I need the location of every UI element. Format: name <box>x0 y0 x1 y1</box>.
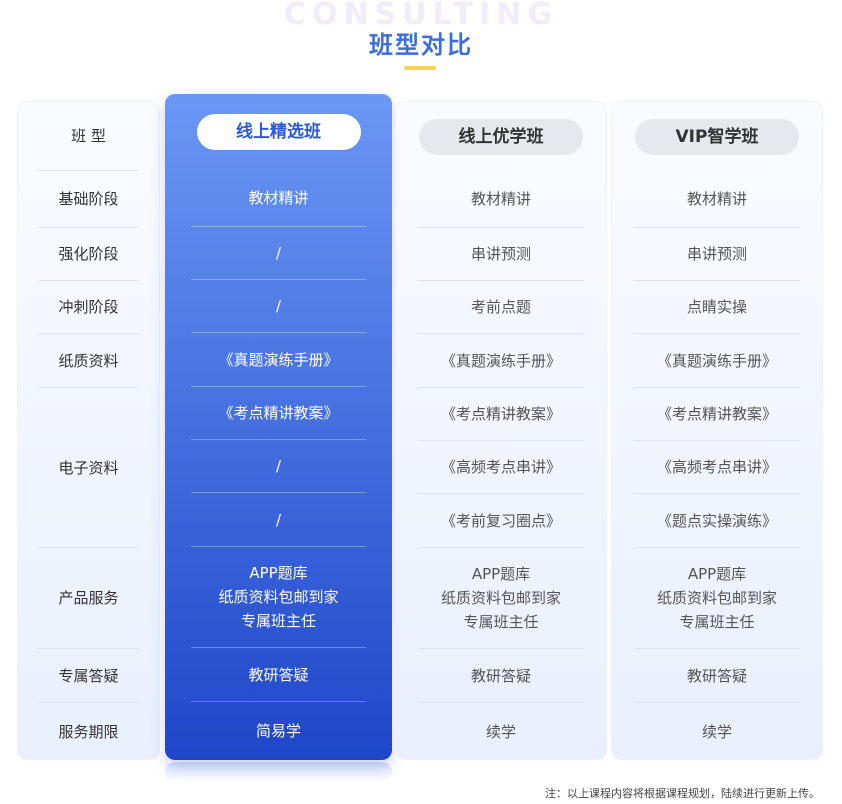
label-sprint: 冲刺阶段 <box>38 281 139 334</box>
cell-electronic-3: / <box>191 493 366 547</box>
cell-qa: 教研答疑 <box>634 649 800 703</box>
selected-column-reflection <box>165 762 392 782</box>
service-app: APP题库 <box>687 565 747 583</box>
cell-electronic-3: 《考前复习圈点》 <box>418 494 584 548</box>
service-teacher: 专属班主任 <box>463 613 539 631</box>
footnote: 注：以上课程内容将根据课程规划，陆续进行更新上传。 <box>545 787 820 800</box>
cell-paper: 《真题演练手册》 <box>418 334 584 388</box>
cell-qa: 教研答疑 <box>418 649 584 703</box>
label-paper: 纸质资料 <box>38 334 139 388</box>
header-cell: 线上精选班 <box>191 94 366 170</box>
service-mail: 纸质资料包邮到家 <box>218 588 339 606</box>
cell-term: 续学 <box>485 722 516 741</box>
cell-service: APP题库纸质资料包邮到家 专属班主任 <box>418 548 584 649</box>
class-name-pill[interactable]: VIP智学班 <box>635 118 799 155</box>
cell-sprint: 点睛实操 <box>634 281 800 334</box>
cell-electronic-1: 《考点精讲教案》 <box>418 388 584 441</box>
cell-sprint: 考前点题 <box>418 281 584 334</box>
label-service: 产品服务 <box>38 548 139 649</box>
cell-service: APP题库纸质资料包邮到家 专属班主任 <box>191 547 366 648</box>
service-app: APP题库 <box>249 564 308 582</box>
class-name-pill[interactable]: 线上优学班 <box>419 118 583 155</box>
class-name-pill[interactable]: 线上精选班 <box>196 114 361 150</box>
cell-qa: 教研答疑 <box>191 648 366 702</box>
cell-electronic-2: 《高频考点串讲》 <box>418 441 584 494</box>
cell-strengthen: 串讲预测 <box>634 228 800 281</box>
column-online-select[interactable]: 线上精选班 教材精讲 / / 《真题演练手册》 《考点精讲教案》 / / APP… <box>165 94 392 760</box>
cell-term: 简易学 <box>255 722 301 740</box>
cell-sprint: / <box>191 280 366 333</box>
cell-service: APP题库纸质资料包邮到家 专属班主任 <box>634 548 800 649</box>
label-column: 班 型 基础阶段 强化阶段 冲刺阶段 纸质资料 电子资料 产品服务 专属答疑 服… <box>17 101 160 760</box>
cell-paper: 《真题演练手册》 <box>191 333 366 387</box>
title-underline <box>404 66 436 70</box>
header-cell: 线上优学班 <box>418 102 584 171</box>
cell-term: 续学 <box>701 722 732 741</box>
cell-electronic-3: 《题点实操演练》 <box>634 494 800 548</box>
label-basic: 基础阶段 <box>38 171 139 228</box>
service-teacher: 专属班主任 <box>679 613 755 631</box>
label-term: 服务期限 <box>58 722 119 741</box>
service-teacher: 专属班主任 <box>240 612 316 630</box>
cell-electronic-2: 《高频考点串讲》 <box>634 441 800 494</box>
cell-electronic-2: / <box>191 440 366 493</box>
header-cell: VIP智学班 <box>634 102 800 171</box>
label-strengthen: 强化阶段 <box>38 228 139 281</box>
column-vip[interactable]: VIP智学班 教材精讲 串讲预测 点睛实操 《真题演练手册》 《考点精讲教案》 … <box>611 101 823 760</box>
page-title: 班型对比 <box>369 31 473 59</box>
cell-basic: 教材精讲 <box>418 171 584 228</box>
service-mail: 纸质资料包邮到家 <box>656 589 777 607</box>
cell-basic: 教材精讲 <box>191 170 366 227</box>
label-qa: 专属答疑 <box>38 649 139 703</box>
cell-electronic-1: 《考点精讲教案》 <box>634 388 800 441</box>
label-electronic: 电子资料 <box>38 388 139 548</box>
label-class-type: 班 型 <box>38 102 139 171</box>
background-watermark-word: CONSULTING <box>283 0 559 32</box>
service-app: APP题库 <box>471 565 531 583</box>
cell-strengthen: / <box>191 227 366 280</box>
service-mail: 纸质资料包邮到家 <box>440 589 561 607</box>
column-online-premium[interactable]: 线上优学班 教材精讲 串讲预测 考前点题 《真题演练手册》 《考点精讲教案》 《… <box>395 101 607 760</box>
cell-paper: 《真题演练手册》 <box>634 334 800 388</box>
cell-electronic-1: 《考点精讲教案》 <box>191 387 366 440</box>
cell-basic: 教材精讲 <box>634 171 800 228</box>
cell-strengthen: 串讲预测 <box>418 228 584 281</box>
